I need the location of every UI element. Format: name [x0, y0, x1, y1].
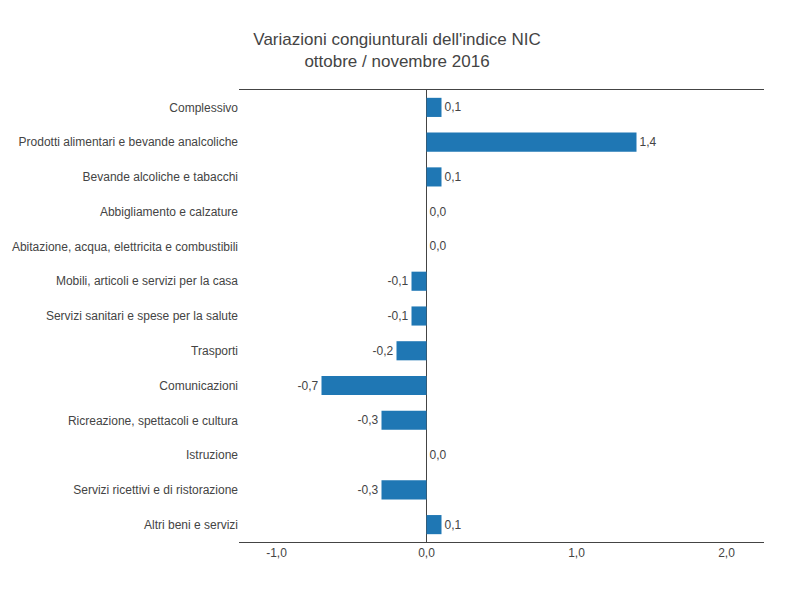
svg-text:Mobili, articoli e servizi per: Mobili, articoli e servizi per la casa: [56, 274, 238, 288]
svg-text:Altri beni e servizi: Altri beni e servizi: [144, 518, 238, 532]
svg-text:Trasporti: Trasporti: [191, 344, 238, 358]
svg-text:1,0: 1,0: [568, 546, 585, 560]
svg-text:Servizi sanitari e spese per l: Servizi sanitari e spese per la salute: [46, 309, 238, 323]
svg-text:0,1: 0,1: [445, 100, 462, 114]
svg-text:0,0: 0,0: [430, 205, 447, 219]
svg-text:Abbigliamento e calzature: Abbigliamento e calzature: [100, 205, 238, 219]
svg-text:0,1: 0,1: [445, 170, 462, 184]
svg-text:-0,1: -0,1: [387, 274, 408, 288]
svg-text:2,0: 2,0: [718, 546, 735, 560]
svg-text:Bevande alcoliche e tabacchi: Bevande alcoliche e tabacchi: [83, 170, 238, 184]
svg-text:0,0: 0,0: [418, 546, 435, 560]
svg-text:-0,1: -0,1: [387, 309, 408, 323]
svg-text:Complessivo: Complessivo: [169, 101, 238, 115]
svg-text:0,1: 0,1: [445, 518, 462, 532]
svg-text:-0,7: -0,7: [297, 379, 318, 393]
svg-text:-0,2: -0,2: [372, 344, 393, 358]
svg-text:1,4: 1,4: [640, 135, 657, 149]
svg-text:Prodotti alimentari e bevande: Prodotti alimentari e bevande analcolich…: [19, 135, 239, 149]
svg-text:Abitazione, acqua, elettricita: Abitazione, acqua, elettricita e combust…: [12, 240, 238, 254]
svg-text:-0,3: -0,3: [357, 483, 378, 497]
svg-text:Servizi ricettivi e di ristora: Servizi ricettivi e di ristorazione: [73, 483, 238, 497]
svg-text:Istruzione: Istruzione: [186, 448, 238, 462]
svg-text:-0,3: -0,3: [357, 413, 378, 427]
svg-text:Comunicazioni: Comunicazioni: [159, 379, 238, 393]
svg-text:0,0: 0,0: [430, 448, 447, 462]
svg-text:-1,0: -1,0: [266, 546, 287, 560]
svg-text:0,0: 0,0: [430, 239, 447, 253]
svg-text:Ricreazione, spettacoli e cult: Ricreazione, spettacoli e cultura: [68, 414, 238, 428]
svg-text:Variazioni congiunturali dell': Variazioni congiunturali dell'indice NIC…: [253, 30, 540, 71]
